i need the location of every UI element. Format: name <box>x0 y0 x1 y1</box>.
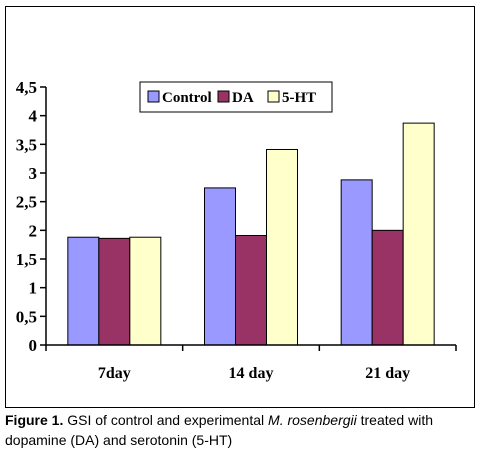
bar-5-ht <box>266 148 298 346</box>
figure-label: Figure 1. <box>5 412 64 428</box>
bar-5-ht <box>402 122 435 346</box>
legend-box <box>139 81 333 113</box>
y-tick-label: 4 <box>29 107 38 126</box>
y-axis: 0 0,5 1 1,5 2 2,5 3 3,5 4 4,5 <box>16 78 47 355</box>
y-tick-label: 1 <box>29 279 38 298</box>
caption-species: M. rosenbergii <box>268 412 357 428</box>
legend-entry: 5-HT <box>282 90 316 106</box>
y-tick-label: 3 <box>29 164 38 183</box>
legend-swatch <box>147 90 160 103</box>
legend-swatch <box>267 90 280 103</box>
bar-da <box>371 229 404 346</box>
figure-caption: Figure 1. GSI of control and experimenta… <box>5 410 477 450</box>
y-tick-label: 3,5 <box>16 135 37 154</box>
legend-swatch <box>217 90 230 103</box>
x-axis: 7day 14 day 21 day <box>45 344 457 382</box>
bar-control <box>67 236 100 346</box>
y-tick-label: 0 <box>29 336 38 355</box>
y-tick-label: 0,5 <box>16 307 37 326</box>
chart-frame: 0 0,5 1 1,5 2 2,5 3 3,5 4 4,5 7day 14 day 21 day Co… <box>5 6 475 408</box>
legend-entry: DA <box>232 90 254 106</box>
caption-text-1: GSI of control and experimental <box>63 412 269 428</box>
bar-5-ht <box>129 236 162 346</box>
y-tick-label: 2 <box>29 221 38 240</box>
y-tick-label: 2,5 <box>16 193 37 212</box>
bar-da <box>235 234 267 346</box>
bar-da <box>98 237 131 346</box>
x-category-label: 21 day <box>365 365 410 382</box>
legend-entry: Control <box>162 90 212 106</box>
x-category-label: 7day <box>98 365 131 382</box>
bars <box>67 122 435 346</box>
bar-control <box>204 187 236 346</box>
caption-text-2: treated with dopamine (DA) and serotonin… <box>5 412 433 448</box>
y-tick-label: 1,5 <box>16 250 37 269</box>
y-tick-label: 4,5 <box>16 78 37 97</box>
bar-control <box>340 179 373 346</box>
bar-chart: 0 0,5 1 1,5 2 2,5 3 3,5 4 4,5 7day 14 day 21 day Co… <box>16 78 457 382</box>
legend: Control DA 5-HT <box>139 81 333 113</box>
x-category-label: 14 day <box>229 365 274 382</box>
